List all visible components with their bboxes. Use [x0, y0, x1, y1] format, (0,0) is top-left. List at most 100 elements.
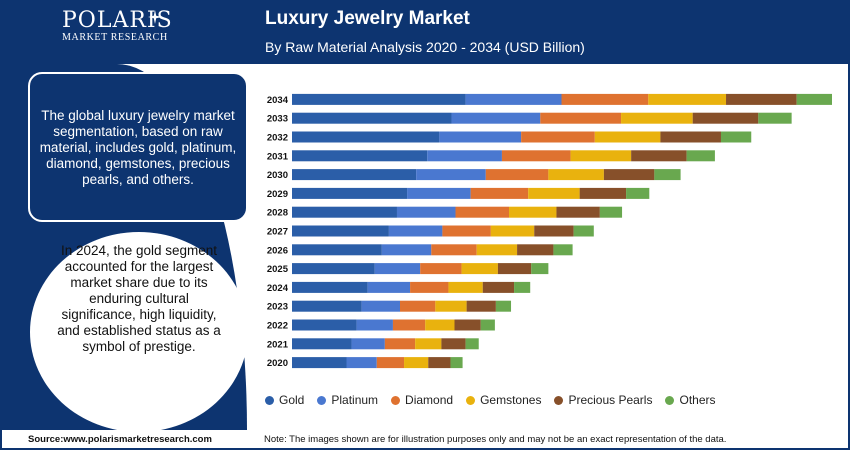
bar-segment-diamond [410, 281, 449, 293]
year-label: 2022 [267, 321, 288, 332]
bar-segment-others [654, 169, 681, 181]
legend-label: Others [679, 393, 716, 407]
bar-segment-gemstones [621, 112, 693, 124]
chart-subtitle: By Raw Material Analysis 2020 - 2034 (US… [265, 39, 585, 55]
bar-segment-precious-pearls [534, 225, 574, 237]
bar-segment-diamond [485, 169, 549, 181]
year-label: 2023 [267, 302, 288, 313]
summary-box: The global luxury jewelry market segment… [28, 72, 248, 222]
bar-segment-precious-pearls [428, 357, 451, 369]
bar-segment-precious-pearls [631, 150, 687, 162]
bar-segment-gold [292, 225, 389, 237]
legend-label: Gemstones [480, 393, 542, 407]
year-label: 2028 [267, 208, 288, 219]
legend-item: Diamond [391, 393, 453, 407]
bar-segment-platinum [427, 150, 502, 162]
bar-segment-others [599, 206, 623, 218]
legend-swatch [265, 395, 274, 405]
disclaimer-note: Note: The images shown are for illustrat… [264, 434, 727, 445]
bar-segment-platinum [465, 93, 562, 105]
brand-tagline: MARKET RESEARCH [62, 32, 168, 43]
bar-segment-precious-pearls [726, 93, 797, 105]
brand-logo: POLARIS MARKET RESEARCH [62, 8, 192, 43]
legend-swatch [317, 395, 327, 405]
bar-segment-gold [292, 357, 347, 369]
source-text: Source:www.polarismarketresearch.com [28, 434, 212, 445]
bar-segment-platinum [346, 357, 377, 369]
bar-segment-others [553, 244, 573, 256]
bar-segment-gold [292, 131, 440, 143]
bar-segment-diamond [455, 206, 510, 218]
bar-segment-gold [292, 263, 375, 275]
year-label: 2026 [267, 245, 288, 256]
bar-segment-gemstones [570, 150, 632, 162]
bar-segment-diamond [470, 187, 529, 199]
bar-segment-others [495, 300, 512, 312]
brand-name: POLARIS [62, 8, 173, 33]
bar-segment-diamond [442, 225, 491, 237]
bar-segment-gold [292, 319, 357, 331]
bar-segment-precious-pearls [482, 281, 515, 293]
bar-segment-diamond [420, 263, 462, 275]
bar-segment-precious-pearls [454, 319, 481, 331]
bar-segment-gemstones [448, 281, 483, 293]
year-label: 2021 [267, 339, 289, 350]
year-label: 2024 [267, 283, 289, 294]
bar-segment-gold [292, 300, 362, 312]
bar-segment-gemstones [476, 244, 518, 256]
bar-segment-gemstones [548, 169, 604, 181]
bar-segment-others [480, 319, 495, 331]
year-label: 2030 [267, 170, 288, 181]
bar-segment-platinum [356, 319, 393, 331]
bar-segment-gemstones [461, 263, 498, 275]
bar-segment-gold [292, 150, 428, 162]
bar-segment-platinum [351, 338, 385, 350]
legend-item: Platinum [317, 393, 378, 407]
bar-segment-diamond [501, 150, 571, 162]
bar-segment-others [573, 225, 594, 237]
bar-segment-gold [292, 338, 352, 350]
bar-segment-platinum [388, 225, 443, 237]
bar-segment-diamond [392, 319, 426, 331]
footer: Source:www.polarismarketresearch.com Not… [2, 430, 848, 448]
bar-segment-gemstones [594, 131, 661, 143]
bar-segment-gold [292, 244, 382, 256]
year-label: 2029 [267, 189, 288, 200]
bar-segment-diamond [400, 300, 436, 312]
bar-segment-diamond [431, 244, 477, 256]
bar-segment-platinum [381, 244, 432, 256]
year-label: 2027 [267, 227, 288, 238]
bar-segment-precious-pearls [556, 206, 600, 218]
bar-segment-gemstones [404, 357, 429, 369]
bar-segment-diamond [521, 131, 595, 143]
bar-segment-gemstones [509, 206, 557, 218]
legend-item: Gold [265, 393, 304, 407]
legend-label: Diamond [405, 393, 454, 407]
bar-segment-others [626, 187, 650, 199]
bar-segment-precious-pearls [603, 169, 655, 181]
legend-label: Gold [279, 393, 305, 407]
legend-label: Platinum [331, 393, 379, 407]
bar-segment-gold [292, 169, 417, 181]
bar-segment-others [686, 150, 715, 162]
bar-segment-gold [292, 206, 397, 218]
bar-segment-gemstones [415, 338, 442, 350]
year-label: 2033 [267, 114, 288, 125]
bar-segment-platinum [407, 187, 471, 199]
highlight-circle: In 2024, the gold segment accounted for … [30, 232, 248, 432]
bar-segment-gold [292, 281, 368, 293]
bar-segment-platinum [361, 300, 400, 312]
header-band [2, 2, 848, 64]
bar-segment-others [450, 357, 463, 369]
legend-item: Gemstones [466, 393, 541, 407]
bar-segment-precious-pearls [441, 338, 466, 350]
legend-swatch [391, 395, 401, 405]
bar-segment-gemstones [425, 319, 455, 331]
bar-segment-diamond [561, 93, 649, 105]
bar-segment-precious-pearls [517, 244, 554, 256]
year-label: 2031 [267, 151, 289, 162]
bar-segment-gold [292, 187, 408, 199]
bar-segment-platinum [374, 263, 421, 275]
bar-segment-diamond [376, 357, 405, 369]
bar-segment-precious-pearls [497, 263, 532, 275]
